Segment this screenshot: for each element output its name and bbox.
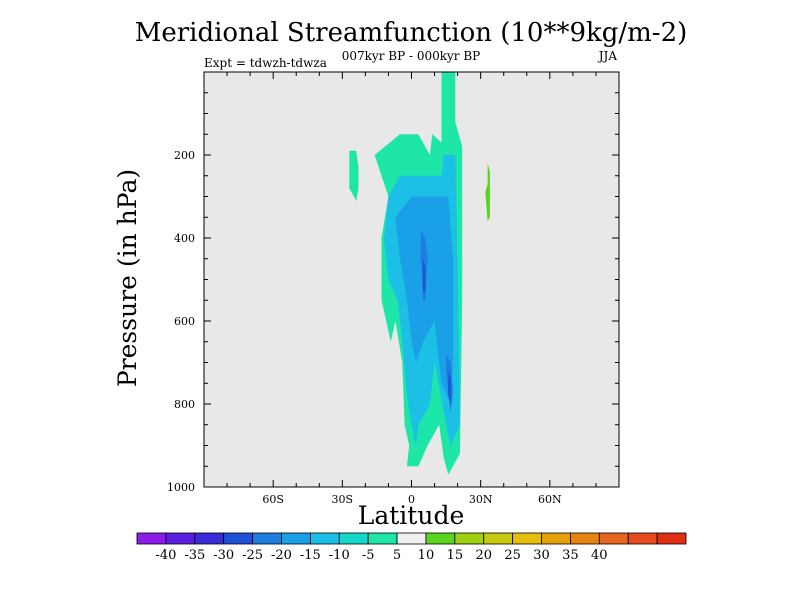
colorbar-label: 35 <box>562 548 579 563</box>
colorbar-label: -15 <box>300 548 321 563</box>
colorbar-swatch <box>512 532 542 545</box>
colorbar-swatch <box>281 532 311 545</box>
colorbar-label: 20 <box>475 548 492 563</box>
colorbar-swatch <box>223 532 253 545</box>
x-tick-label: 0 <box>408 493 415 506</box>
colorbar-label: 5 <box>393 548 401 563</box>
colorbar-swatch <box>627 532 658 545</box>
colorbar-label: 10 <box>418 548 435 563</box>
contour-fills <box>349 72 490 475</box>
y-tick-label: 200 <box>174 149 195 162</box>
colorbar-label: -35 <box>184 548 205 563</box>
colorbar-swatch <box>483 532 514 545</box>
x-tick-label: 30N <box>469 493 493 506</box>
colorbar-swatch <box>454 532 485 545</box>
colorbar-label: -30 <box>213 548 234 563</box>
colorbar-swatch <box>194 532 225 545</box>
chart-subtitle-right: JJA <box>597 49 618 63</box>
colorbar-label: 30 <box>533 548 550 563</box>
colorbar-label: 40 <box>591 548 608 563</box>
x-tick-label: 60N <box>538 493 562 506</box>
colorbar-swatch <box>136 532 167 545</box>
colorbar-swatch <box>396 532 427 545</box>
colorbar-swatch <box>165 532 196 545</box>
x-tick-label: 30S <box>332 493 354 506</box>
y-tick-label: 800 <box>174 398 195 411</box>
x-axis-label: Latitude <box>358 501 465 530</box>
colorbar-swatch <box>309 532 340 545</box>
chart-subtitle-center: 007kyr BP - 000kyr BP <box>342 49 480 63</box>
y-axis-label: Pressure (in hPa) <box>113 169 142 387</box>
colorbar-label: -5 <box>362 548 375 563</box>
x-tick-label: 60S <box>262 493 284 506</box>
y-tick-label: 400 <box>174 232 195 245</box>
colorbar-label: -20 <box>271 548 292 563</box>
contour-region-7 <box>448 370 451 404</box>
contour-region-6 <box>423 258 426 292</box>
colorbar: -40 -35 -30 -25 -20 -15 -10 -5 5 10 15 20 25 30 35 40 <box>136 532 687 563</box>
colorbar-label: 15 <box>447 548 464 563</box>
colorbar-swatch <box>541 532 571 545</box>
chart-title: Meridional Streamfunction (10**9kg/m-2) <box>135 18 688 48</box>
colorbar-label: -25 <box>242 548 263 563</box>
colorbar-swatch <box>656 532 687 545</box>
colorbar-swatch <box>598 532 629 545</box>
y-tick-label: 600 <box>174 315 195 328</box>
colorbar-swatch <box>570 532 600 545</box>
colorbar-swatch <box>252 532 282 545</box>
contour-region-8 <box>485 163 490 222</box>
colorbar-swatch <box>338 532 369 545</box>
chart-subtitle-left: Expt = tdwzh-tdwza <box>204 56 327 70</box>
colorbar-swatch <box>367 532 398 545</box>
colorbar-label: -40 <box>155 548 176 563</box>
axis-ticks: 60S 30S 0 30N 60N 200 400 600 800 1000 <box>167 72 620 506</box>
plot-area: 60S 30S 0 30N 60N 200 400 600 800 1000 <box>167 71 620 506</box>
contour-region-1 <box>349 150 359 201</box>
y-tick-label: 1000 <box>167 481 195 494</box>
colorbar-label: 25 <box>504 548 521 563</box>
colorbar-label: -10 <box>329 548 350 563</box>
colorbar-swatch <box>425 532 456 545</box>
